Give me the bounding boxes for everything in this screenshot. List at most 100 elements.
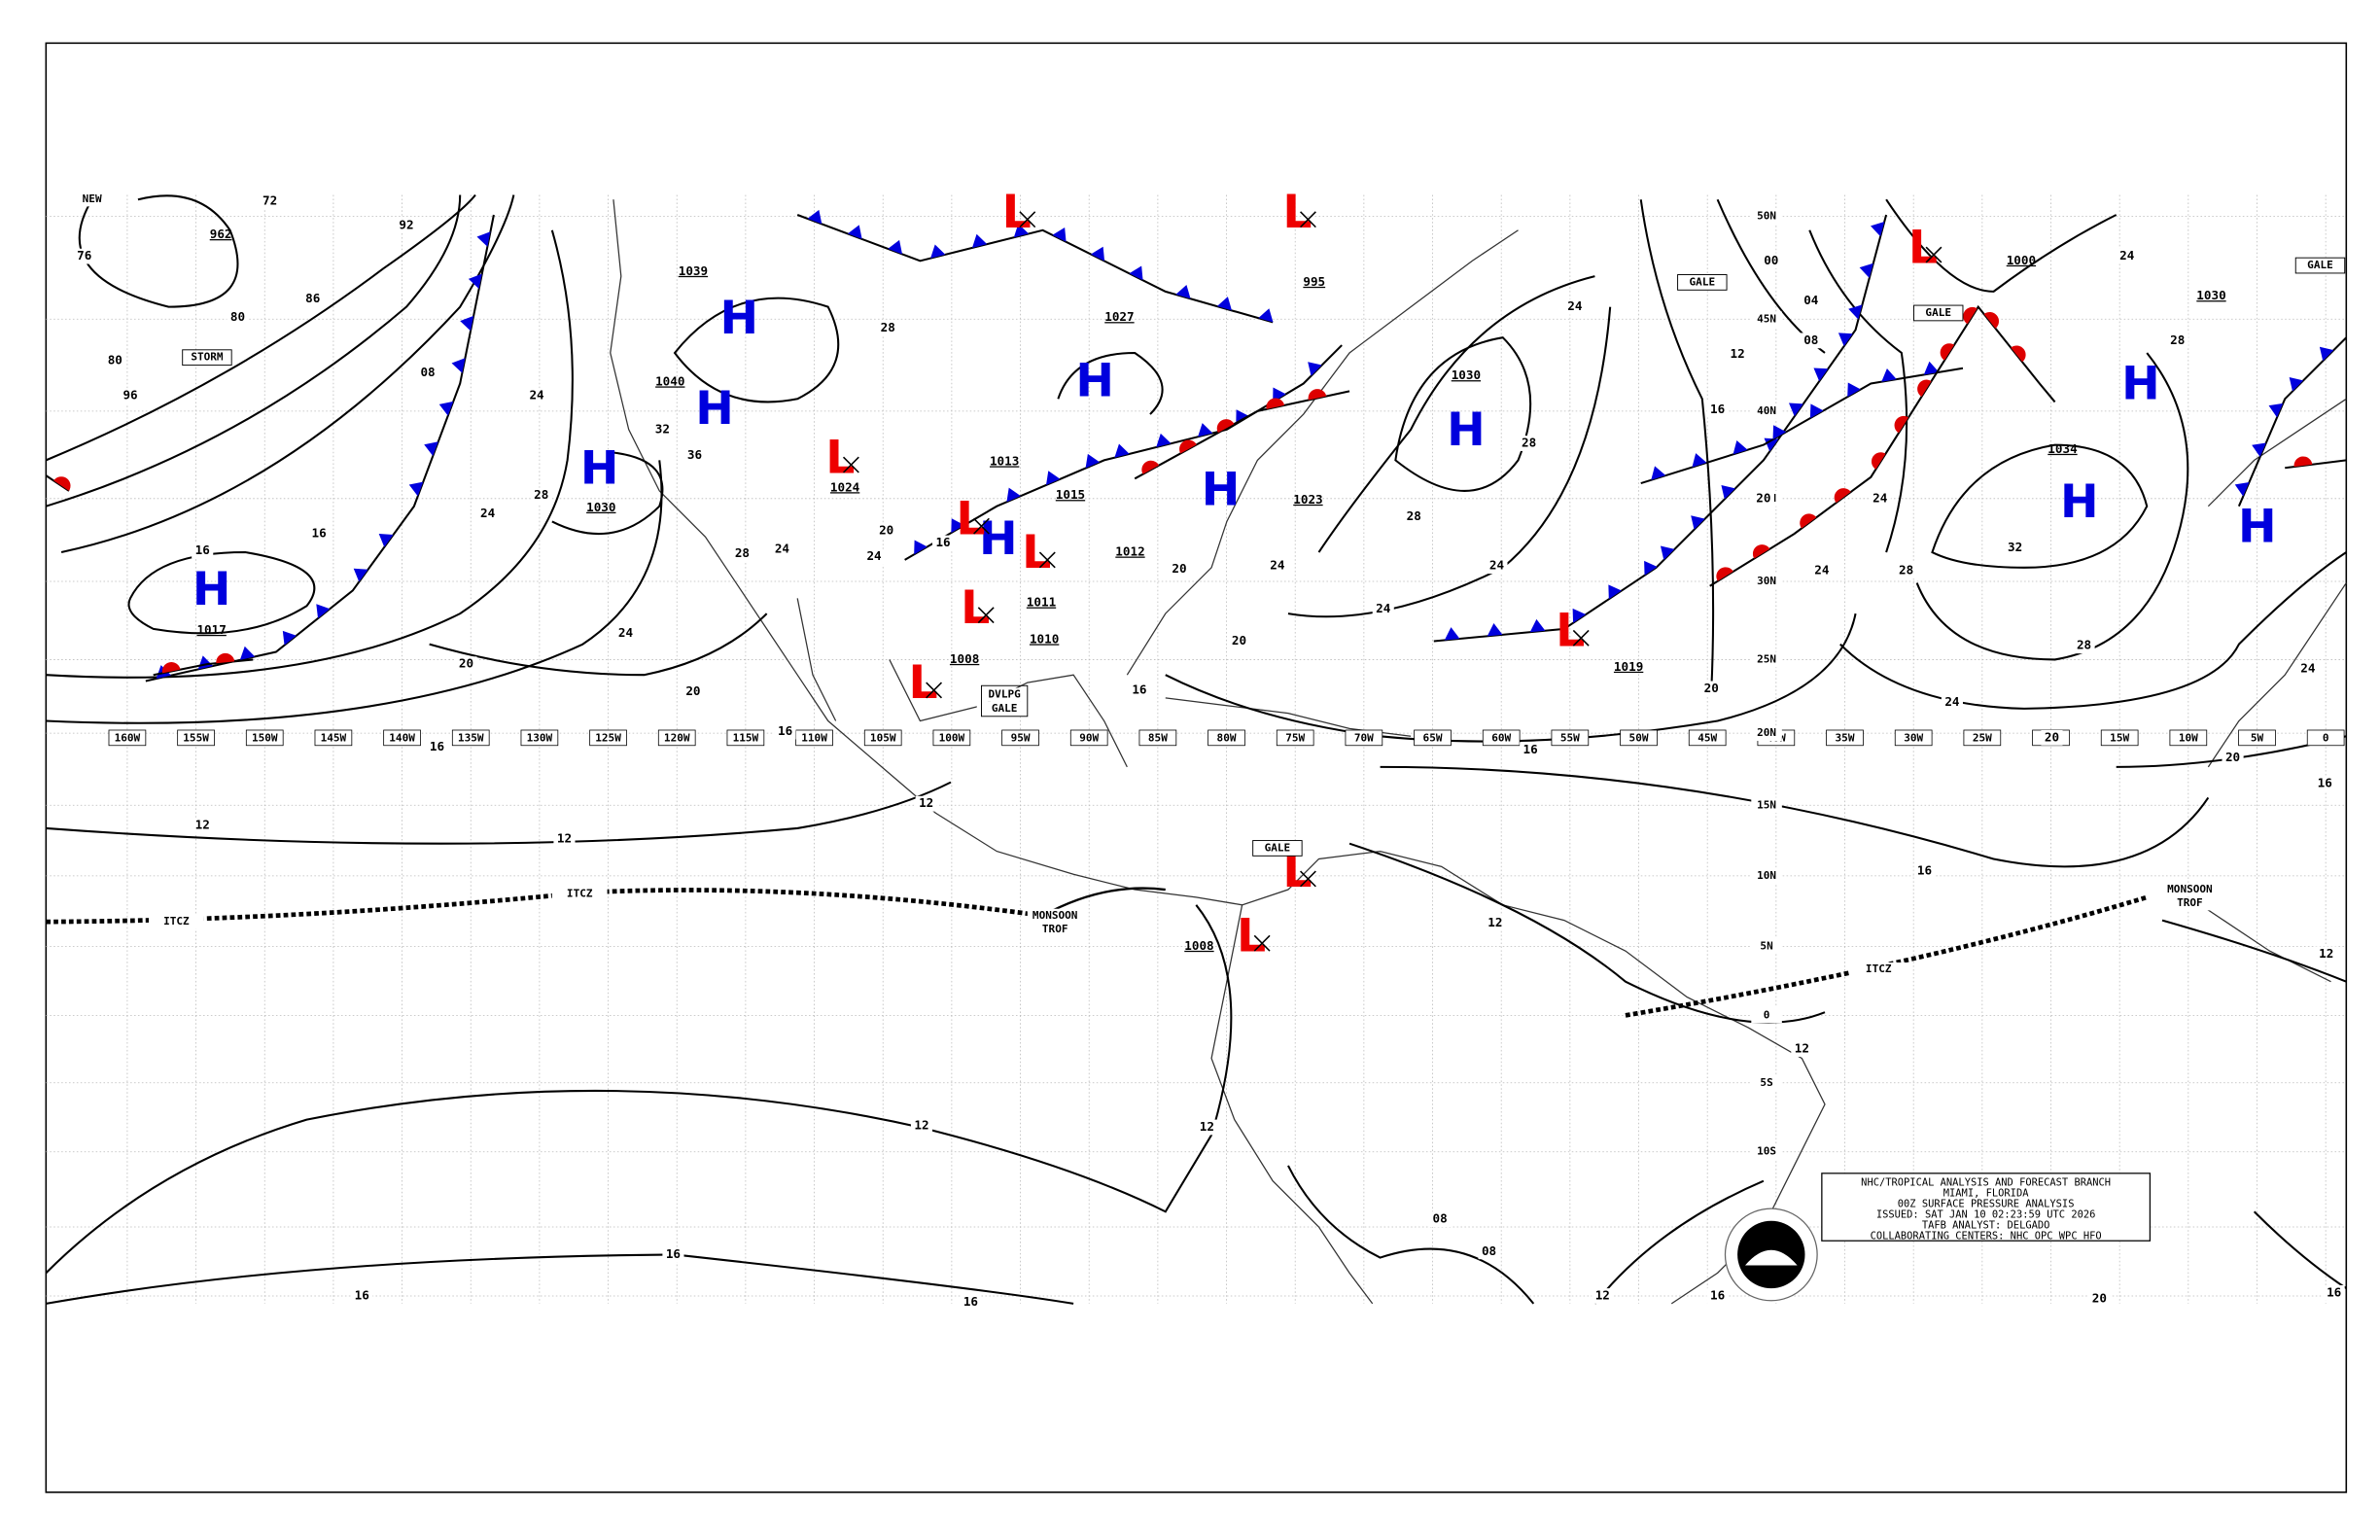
low-center: L <box>1556 605 1585 658</box>
isobar-label: 20 <box>879 522 893 537</box>
latitude-label: 30N <box>1757 575 1776 587</box>
isobar-label: 28 <box>2170 332 2185 347</box>
longitude-box <box>177 729 215 747</box>
feature-bg <box>64 192 121 207</box>
pressure-label: 1000 <box>2007 253 2036 267</box>
longitude-label: 95W <box>1011 732 1031 745</box>
feature-label: GALE <box>992 702 1018 715</box>
isobar-label: 16 <box>1917 863 1932 878</box>
isobar-label: 16 <box>311 526 326 541</box>
cold-front-barb <box>914 540 928 555</box>
isobar-label-bg <box>526 388 548 404</box>
latitude-label: 15N <box>1757 798 1776 811</box>
cold-front-barb <box>1788 402 1803 417</box>
longitude-label: 130W <box>527 732 553 745</box>
longitude-label: 65W <box>1423 732 1443 745</box>
low-cross <box>1300 211 1316 228</box>
latitude-box <box>1751 651 1782 668</box>
warm-front-barb <box>2293 456 2313 468</box>
latitude-label: 10S <box>1757 1145 1776 1158</box>
longitude-box <box>1551 729 1590 747</box>
pressure-label: 962 <box>210 227 232 241</box>
warm-front-barb <box>1716 567 1733 581</box>
cold-front-barb <box>1691 515 1705 530</box>
isobar-label: 80 <box>108 352 122 367</box>
cold-front-barb <box>1175 284 1191 299</box>
header-line: COLLABORATING CENTERS: NHC OPC WPC HFO <box>1871 1231 2102 1242</box>
low-center: L <box>908 656 937 710</box>
feature-label: ITCZ <box>1866 962 1892 975</box>
isobar-label: 24 <box>618 625 634 640</box>
isobar-label: 24 <box>1944 694 1960 709</box>
low-cross <box>842 456 859 473</box>
cold-front-barb <box>971 233 988 248</box>
warm-front-barb <box>1752 544 1770 559</box>
latitude-box <box>1751 403 1782 419</box>
longitude-box <box>589 729 627 747</box>
feature-bg <box>149 915 204 929</box>
isobar-label-bg <box>1403 508 1425 525</box>
header-frame <box>1821 1172 2152 1242</box>
isobar-label-bg <box>1429 1211 1452 1228</box>
isobar-label-bg <box>1760 253 1782 269</box>
isobar-label-bg <box>1800 332 1822 349</box>
latitude-label: 45N <box>1757 312 1776 325</box>
longitude-label: 90W <box>1079 732 1099 745</box>
isobar-label: 24 <box>2300 660 2316 675</box>
cold-front-barb <box>1732 440 1748 455</box>
isobar-label: 12 <box>2319 946 2333 961</box>
center-pressure: 995 <box>1303 274 1325 289</box>
isobar-label-bg <box>1800 293 1822 309</box>
cold-front-barb <box>1847 382 1861 398</box>
center-pressure: 1017 <box>196 622 226 637</box>
isobar-label-bg <box>614 625 637 642</box>
longitude-box <box>1826 729 1864 747</box>
isobar-label: 16 <box>355 1288 369 1303</box>
cold-front-barb <box>1487 623 1503 637</box>
isobar-label-bg <box>1563 298 1586 315</box>
feature-bg <box>976 687 1032 702</box>
isobar-label: 28 <box>1899 562 1913 577</box>
longitude-box <box>1482 729 1521 747</box>
feature-box <box>182 349 232 367</box>
latitude-label: 5N <box>1760 939 1772 952</box>
graticule <box>46 194 2347 1304</box>
longitude-label: 155W <box>183 732 209 745</box>
isobar-label-bg <box>932 535 955 551</box>
center-pressure: 1027 <box>1104 309 1134 324</box>
longitude-label: 10W <box>2179 732 2198 745</box>
cold-front-barb <box>1156 433 1172 447</box>
longitude-box <box>108 729 147 747</box>
feature-label: GALE <box>2307 259 2333 271</box>
feature-box <box>2294 257 2346 274</box>
isobar-label: 16 <box>2318 776 2332 790</box>
latitude-box <box>1751 1143 1782 1160</box>
center-pressure: 1008 <box>950 651 979 666</box>
center-pressure: 1039 <box>679 263 708 278</box>
longitude-box <box>932 729 971 747</box>
isobar-label: 80 <box>230 309 245 324</box>
longitude-label: 110W <box>801 732 827 745</box>
longitude-box <box>1276 729 1314 747</box>
cold-front-barb <box>1721 485 1735 500</box>
isobar-label-bg <box>683 447 706 464</box>
high-center: H <box>1075 355 1114 408</box>
latitude-label: 0 <box>1764 1008 1770 1021</box>
isobar-label: 36 <box>687 447 702 462</box>
cold-front-barb <box>1198 423 1213 438</box>
longitude-box <box>1208 729 1245 747</box>
longitude-label: 135W <box>458 732 484 745</box>
warm-front-barb <box>1266 398 1285 409</box>
isobar-label-bg <box>308 526 331 542</box>
feature-label: GALE <box>1925 306 1951 319</box>
high-center: H <box>2238 500 2277 553</box>
cold-front-barb <box>1772 425 1787 440</box>
isobar-label: 08 <box>1482 1243 1496 1258</box>
isobar-label-bg <box>774 723 796 740</box>
isobar-label: 24 <box>775 541 790 555</box>
isobar-label-bg <box>863 548 886 565</box>
high-center: H <box>695 382 734 436</box>
latitude-label: 25N <box>1757 652 1776 665</box>
header-box <box>1724 1172 2152 1302</box>
isobar-label: 16 <box>2327 1284 2341 1299</box>
